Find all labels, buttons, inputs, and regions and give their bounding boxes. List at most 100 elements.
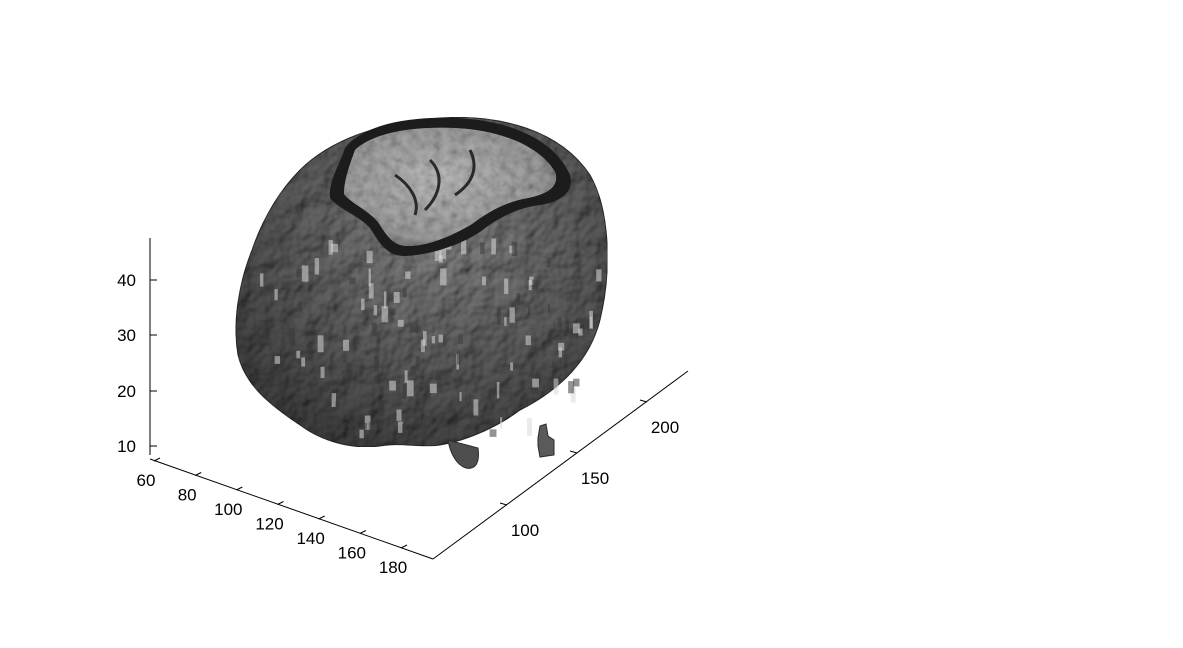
surface-glint	[410, 326, 418, 333]
surface-glint	[383, 291, 387, 309]
surface-glint	[557, 317, 562, 328]
surface-glint	[511, 302, 516, 311]
surface-glint	[330, 243, 338, 253]
surface-glint	[328, 239, 333, 255]
surface-glint	[330, 354, 334, 369]
surface-glint	[381, 306, 388, 323]
surface-glint	[346, 363, 354, 375]
surface-glint	[434, 250, 442, 261]
z-tick-label: 20	[117, 382, 136, 401]
surface-glint	[425, 390, 432, 400]
surface-glint	[532, 378, 540, 388]
surface-glint	[440, 268, 447, 286]
surface-glint	[558, 342, 565, 351]
y-tick-label: 150	[581, 469, 609, 488]
surface-glint	[393, 292, 400, 303]
surface-glint	[570, 387, 576, 403]
x-tick-mark	[359, 530, 367, 534]
surface-glint	[301, 265, 309, 282]
surface-glint	[573, 378, 580, 387]
surface-glint	[296, 268, 304, 278]
surface-glint	[335, 401, 341, 410]
surface-glint	[296, 350, 301, 359]
surface-glint	[431, 336, 436, 344]
surface-glint	[527, 306, 531, 315]
surface-glint	[320, 366, 325, 379]
x-tick-label: 180	[379, 558, 407, 577]
surface-glint	[558, 347, 563, 358]
surface-glint	[516, 293, 520, 306]
surface-glint	[565, 320, 569, 330]
surface-glint	[420, 339, 425, 353]
z-axis-ticks: 10 20 30 40	[117, 271, 157, 456]
surface-glint	[317, 335, 324, 353]
surface-glint	[578, 328, 583, 336]
surface-glint	[354, 335, 360, 345]
surface-glint	[316, 392, 323, 400]
surface-glint	[489, 388, 495, 404]
surface-glint	[389, 380, 396, 391]
surface-glint	[331, 393, 337, 407]
surface-glint	[568, 381, 575, 394]
x-tick-label: 140	[296, 529, 324, 548]
surface-glint	[480, 242, 485, 255]
surface-glint	[274, 356, 281, 364]
brain-stem-blob	[447, 439, 479, 469]
surface-glint	[527, 418, 532, 437]
surface-glint	[439, 410, 445, 423]
x-tick-label: 80	[178, 486, 197, 505]
surface-glint	[373, 305, 378, 316]
surface-glint	[572, 323, 580, 334]
surface-glint	[496, 307, 502, 325]
surface-glint	[274, 289, 278, 301]
surface-glint	[268, 338, 272, 351]
surface-glint	[458, 333, 463, 344]
surface-glint	[410, 365, 416, 376]
z-tick-label: 40	[117, 271, 136, 290]
surface-glint	[438, 255, 443, 263]
surface-glint	[292, 375, 297, 382]
x-tick-mark	[277, 501, 284, 505]
surface-glint	[500, 417, 503, 429]
surface-glint	[268, 284, 274, 293]
surface-glint	[489, 429, 497, 437]
cut-plane-dark-fold	[394, 149, 476, 216]
surface-glint	[596, 269, 602, 282]
x-tick-label: 100	[214, 500, 242, 519]
brain-surface	[235, 116, 608, 469]
x-tick-mark	[318, 515, 325, 520]
surface-glint	[307, 344, 313, 355]
x-tick-mark	[194, 472, 202, 476]
z-tick-label: 30	[117, 326, 136, 345]
surface-glint	[402, 383, 406, 399]
x-tick-mark	[400, 544, 408, 549]
x-tick-label: 160	[338, 544, 366, 563]
surface-glint	[422, 331, 427, 346]
surface-glint	[368, 422, 373, 440]
y-tick-mark	[569, 450, 578, 454]
surface-glint	[509, 245, 514, 254]
surface-glint	[402, 423, 406, 439]
y-axis-line	[432, 370, 689, 560]
surface-glint	[415, 324, 420, 334]
surface-glint	[364, 415, 371, 430]
surface-glint	[349, 277, 356, 285]
y-tick-mark	[499, 502, 508, 506]
surface-glint	[301, 357, 306, 367]
surface-glint	[361, 298, 365, 311]
surface-glint	[531, 384, 539, 394]
z-tick-label: 10	[117, 437, 136, 456]
surface-glint	[397, 421, 403, 433]
surface-glint	[504, 278, 509, 294]
surface-glint	[366, 250, 373, 264]
surface-glint	[260, 273, 264, 287]
surface-glint	[456, 350, 461, 365]
surface-glint	[482, 276, 486, 286]
surface-glint	[346, 369, 353, 382]
surface-glint	[532, 279, 539, 290]
surface-glint	[525, 335, 532, 346]
surface-glint	[528, 280, 532, 291]
y-tick-label: 200	[651, 418, 679, 437]
surface-glint	[406, 380, 414, 397]
